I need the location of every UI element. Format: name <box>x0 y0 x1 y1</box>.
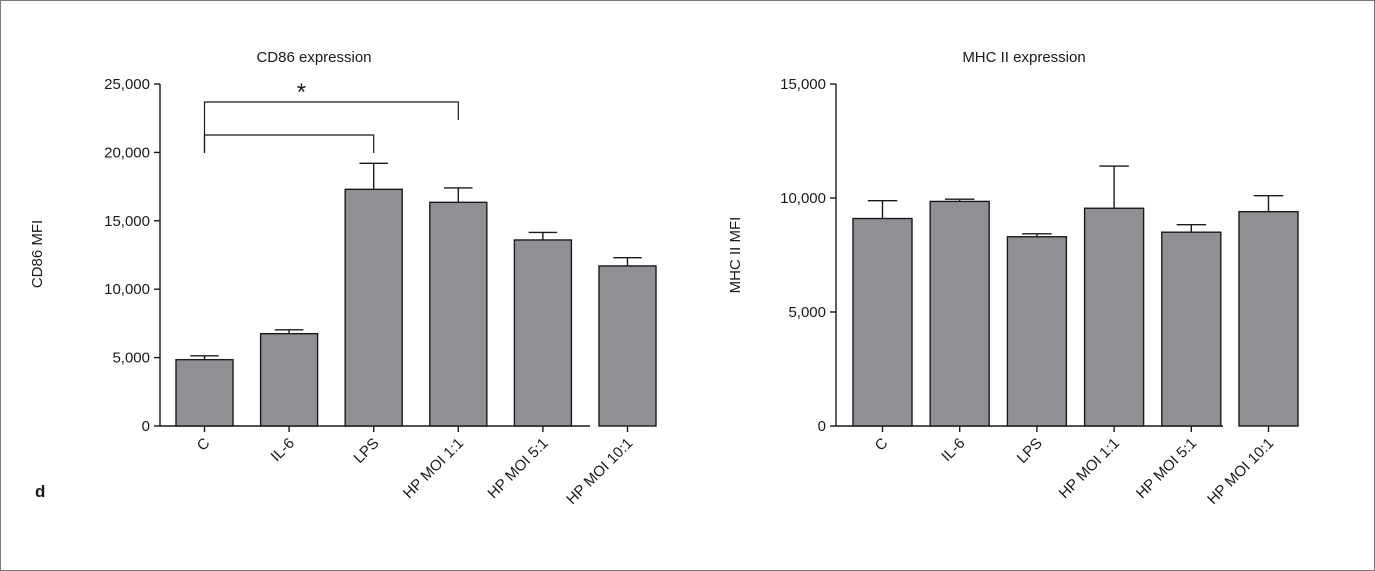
cd86-y-tick-label: 5,000 <box>112 350 150 367</box>
cd86-significance-bracket <box>203 101 459 153</box>
cd86-y-tick-label: 10,000 <box>104 281 150 298</box>
mhc2-category-label: C <box>872 435 892 455</box>
mhc2-chart-title: MHC II expression <box>962 49 1085 66</box>
mhc2-chart: MHC II expression MHC II MFI 0 5,000 10,00… <box>727 49 1299 508</box>
cd86-bar <box>259 332 319 427</box>
mhc2-bar <box>852 217 913 427</box>
cd86-category-label: LPS <box>350 435 382 467</box>
mhc2-y-axis-label: MHC II MFI <box>727 217 744 294</box>
mhc2-bar <box>1238 210 1299 427</box>
cd86-significance-star: * <box>297 79 306 106</box>
mhc2-y-tick-label: 15,000 <box>780 76 826 93</box>
cd86-chart: CD86 expression CD86 MFI 0 5,000 10,000 15,… <box>29 49 657 508</box>
cd86-bar <box>513 239 573 427</box>
mhc2-bar <box>1006 236 1068 427</box>
mhc2-y-tick-label: 0 <box>818 418 826 435</box>
mhc2-y-tick-label: 5,000 <box>788 304 826 321</box>
mhc2-bar <box>1161 231 1222 427</box>
mhc2-category-label: LPS <box>1014 435 1046 467</box>
mhc2-category-label: HP MOI 10:1 <box>1204 435 1277 508</box>
cd86-category-label: C <box>194 435 214 455</box>
cd86-category-label: IL-6 <box>268 435 298 465</box>
mhc2-category-label: HP MOI 1:1 <box>1056 435 1123 502</box>
cd86-chart-title: CD86 expression <box>256 49 371 66</box>
panel-letter: d <box>35 482 45 501</box>
cd86-category-label: HP MOI 10:1 <box>563 435 636 508</box>
cd86-y-axis-label: CD86 MFI <box>29 220 46 288</box>
cd86-bar <box>175 358 234 427</box>
cd86-y-tick-label: 0 <box>142 418 150 435</box>
cd86-category-label: HP MOI 1:1 <box>400 435 467 502</box>
cd86-bar <box>429 201 488 427</box>
cd86-y-tick-label: 20,000 <box>104 144 150 161</box>
cd86-category-label: HP MOI 5:1 <box>484 435 551 502</box>
mhc2-y-tick-label: 10,000 <box>780 190 826 207</box>
cd86-bar <box>598 265 657 427</box>
mhc2-bar <box>1083 207 1145 427</box>
mhc2-category-label: IL-6 <box>938 435 968 465</box>
mhc2-bar <box>929 200 990 427</box>
cd86-bar <box>344 188 403 427</box>
mhc2-category-label: HP MOI 5:1 <box>1133 435 1200 502</box>
cd86-y-tick-label: 25,000 <box>104 76 150 93</box>
cd86-y-tick-label: 15,000 <box>104 213 150 230</box>
cd86-significance-bracket <box>203 134 375 153</box>
